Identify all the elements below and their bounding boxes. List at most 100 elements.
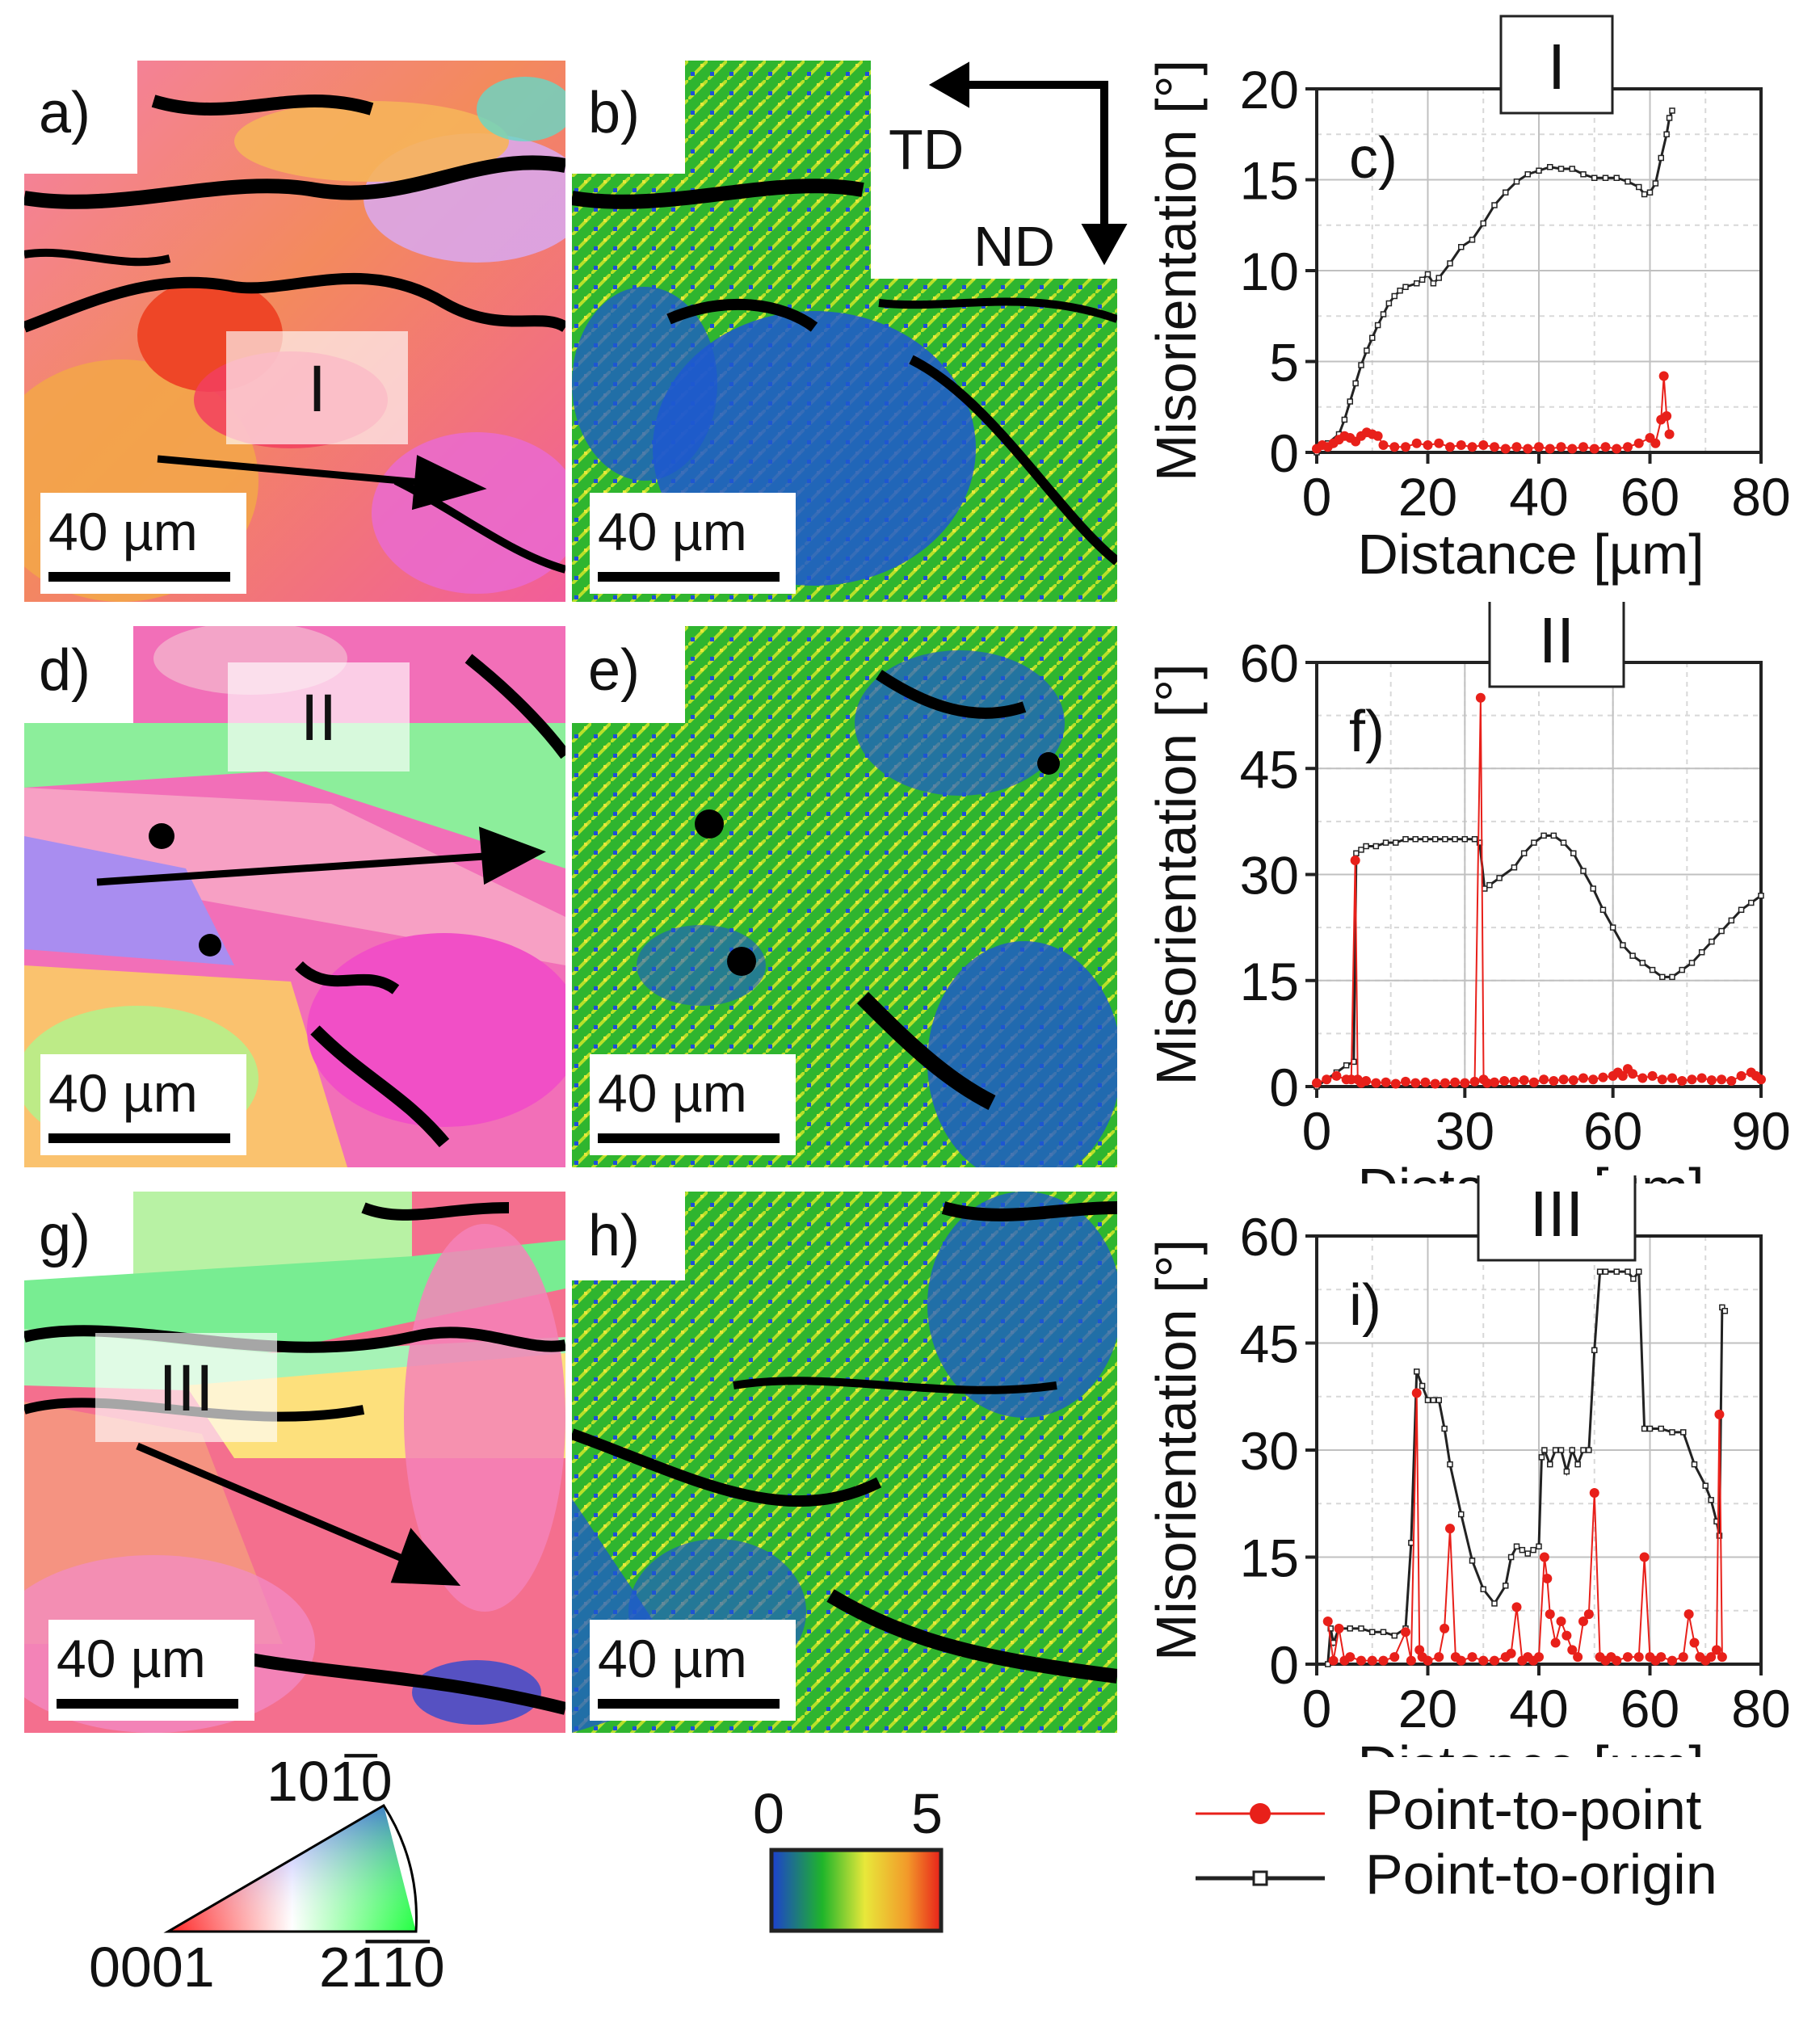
data-point-point-to-origin xyxy=(1580,1447,1587,1453)
legend-p2p-label: Point-to-point xyxy=(1365,1778,1702,1841)
series-line-point-to-origin xyxy=(1326,1268,1726,1665)
data-point-point-to-origin xyxy=(1680,1429,1687,1436)
panel-label-f: f) xyxy=(1349,700,1385,764)
data-point-point-to-origin xyxy=(1570,850,1577,856)
data-point-point-to-origin xyxy=(1649,966,1656,973)
data-point-point-to-point xyxy=(1423,440,1433,450)
data-point-point-to-origin xyxy=(1658,1425,1664,1432)
panel-label-h: h) xyxy=(582,1204,647,1268)
panel-label-e: e) xyxy=(582,638,647,703)
data-point-point-to-origin xyxy=(1641,191,1648,198)
data-point-point-to-point xyxy=(1662,411,1672,421)
legend-p2p-marker xyxy=(1250,1803,1271,1824)
data-point-point-to-origin xyxy=(1397,288,1403,294)
data-point-point-to-origin xyxy=(1669,107,1675,114)
data-point-point-to-point xyxy=(1539,1074,1549,1085)
data-point-point-to-point xyxy=(1434,1652,1444,1663)
data-point-point-to-origin xyxy=(1402,836,1409,843)
data-point-point-to-point xyxy=(1678,1652,1688,1663)
data-point-point-to-point xyxy=(1667,1073,1677,1083)
data-point-point-to-origin xyxy=(1652,180,1659,187)
data-point-point-to-point xyxy=(1440,1623,1450,1633)
data-point-point-to-origin xyxy=(1728,917,1735,924)
panel-label-b: b) xyxy=(582,81,647,145)
data-point-point-to-point xyxy=(1456,440,1466,450)
data-point-point-to-point xyxy=(1628,1069,1638,1079)
x-tick-label: 0 xyxy=(1302,467,1332,527)
data-point-point-to-origin xyxy=(1358,847,1364,853)
data-point-point-to-point xyxy=(1706,1075,1717,1086)
x-tick-label: 40 xyxy=(1509,467,1568,527)
chart-f: 0306090015304560Distance [µm]Misorientat… xyxy=(1131,588,1820,1220)
data-point-point-to-point xyxy=(1460,1078,1470,1088)
chart-title: III xyxy=(1530,1178,1584,1250)
legend-markers xyxy=(1196,1803,1325,1886)
data-point-point-to-origin xyxy=(1524,171,1531,178)
data-point-point-to-point xyxy=(1490,442,1499,452)
data-point-point-to-origin xyxy=(1369,334,1376,341)
data-point-point-to-origin xyxy=(1560,839,1567,846)
data-point-point-to-origin xyxy=(1625,1268,1631,1275)
data-point-point-to-origin xyxy=(1424,1397,1431,1403)
data-point-point-to-origin xyxy=(1372,843,1380,850)
data-point-point-to-point xyxy=(1328,1655,1339,1666)
data-point-point-to-point xyxy=(1519,1075,1529,1086)
data-point-point-to-origin xyxy=(1364,347,1370,354)
data-point-point-to-point xyxy=(1401,442,1410,452)
td-label: TD xyxy=(889,118,965,181)
data-point-point-to-point xyxy=(1423,1655,1433,1666)
scalebar-line xyxy=(48,572,230,582)
data-point-point-to-point xyxy=(1312,1078,1322,1088)
data-point-point-to-origin xyxy=(1412,836,1419,843)
data-point-point-to-point xyxy=(1578,1073,1588,1083)
data-point-point-to-point xyxy=(1322,1617,1333,1626)
data-point-point-to-origin xyxy=(1503,189,1509,195)
data-point-point-to-origin xyxy=(1414,280,1420,287)
data-point-point-to-origin xyxy=(1435,275,1442,281)
data-point-point-to-point xyxy=(1356,1655,1366,1666)
data-point-point-to-point xyxy=(1696,1073,1707,1083)
data-point-point-to-origin xyxy=(1374,322,1381,329)
data-point-point-to-point xyxy=(1445,1524,1455,1534)
data-point-point-to-origin xyxy=(1431,836,1439,843)
data-point-point-to-origin xyxy=(1538,1454,1545,1461)
line-box-III xyxy=(95,1333,277,1442)
panel-label-a: a) xyxy=(32,81,98,145)
data-point-point-to-point xyxy=(1450,1077,1461,1087)
data-point-point-to-point xyxy=(1378,1655,1389,1666)
data-point-point-to-point xyxy=(1756,1074,1766,1085)
data-point-point-to-point xyxy=(1633,1652,1644,1663)
line-label-III: III xyxy=(158,1352,214,1425)
data-point-point-to-point xyxy=(1717,1074,1727,1085)
data-point-point-to-point xyxy=(1623,1652,1633,1663)
data-point-point-to-origin xyxy=(1609,924,1616,931)
data-point-point-to-origin xyxy=(1469,237,1476,243)
data-point-point-to-point xyxy=(1490,1077,1499,1087)
y-axis-label: Misorientation [°] xyxy=(1145,60,1208,481)
y-tick-label: 5 xyxy=(1269,333,1299,393)
data-point-point-to-origin xyxy=(1461,836,1469,843)
data-point-point-to-point xyxy=(1689,1638,1700,1648)
data-point-point-to-origin xyxy=(1758,893,1764,899)
data-point-point-to-point xyxy=(1578,1617,1588,1626)
data-point-point-to-point xyxy=(1545,1609,1555,1620)
data-point-point-to-origin xyxy=(1341,416,1348,423)
data-point-point-to-point xyxy=(1633,438,1644,448)
data-point-point-to-origin xyxy=(1382,839,1389,846)
data-point-point-to-point xyxy=(1650,438,1661,448)
y-tick-label: 15 xyxy=(1240,1528,1299,1588)
data-point-point-to-origin xyxy=(1380,311,1387,317)
data-point-point-to-origin xyxy=(1503,1583,1509,1589)
data-point-point-to-origin xyxy=(1580,171,1587,178)
data-point-point-to-origin xyxy=(1452,836,1458,843)
data-point-point-to-point xyxy=(1390,1078,1401,1089)
data-point-point-to-origin xyxy=(1748,899,1755,906)
data-point-point-to-point xyxy=(1714,1409,1725,1419)
data-point-point-to-point xyxy=(1589,444,1599,454)
y-tick-label: 10 xyxy=(1240,242,1299,301)
y-tick-label: 0 xyxy=(1269,423,1299,483)
data-point-point-to-point xyxy=(1657,1074,1667,1085)
data-point-point-to-point xyxy=(1371,1078,1381,1088)
data-point-point-to-origin xyxy=(1513,1543,1520,1549)
panel-label-c: c) xyxy=(1349,126,1398,191)
